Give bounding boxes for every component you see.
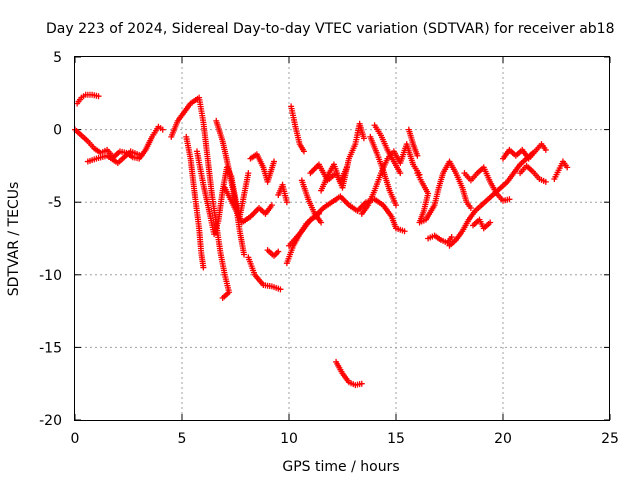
series-segment [333, 358, 365, 389]
series-segment [288, 103, 307, 155]
series-segment [371, 122, 404, 177]
x-tick-label: 25 [601, 431, 619, 447]
y-tick-label: 0 [53, 123, 62, 139]
data-point [200, 264, 207, 271]
data-point [506, 196, 513, 203]
data-points [72, 91, 571, 389]
y-tick-labels: 5 0 -5 -10 -15 -20 [39, 50, 62, 429]
y-tick-label: -15 [39, 340, 62, 356]
data-point [219, 295, 226, 302]
data-point [138, 152, 145, 159]
x-tick-label: 15 [387, 431, 405, 447]
y-tick-label: -5 [48, 195, 62, 211]
data-point [542, 146, 549, 153]
data-point [397, 170, 404, 177]
data-point [318, 219, 325, 226]
series-segment [405, 126, 421, 159]
chart-title: Day 223 of 2024, Sidereal Day-to-day VTE… [46, 21, 615, 37]
grid [75, 57, 610, 420]
data-point [241, 251, 248, 258]
data-point [448, 234, 455, 241]
plot-frame [74, 56, 610, 421]
series-segment [286, 210, 322, 249]
series-segment [367, 133, 399, 209]
axis-ticks [74, 56, 611, 421]
series-segment [461, 164, 513, 204]
data-point [159, 126, 166, 133]
y-tick-label: 5 [53, 50, 62, 66]
data-point [564, 164, 571, 171]
series-segment [183, 133, 207, 271]
data-point [283, 199, 290, 206]
series-segment [168, 94, 233, 302]
series-segment [245, 254, 284, 293]
y-tick-label: -20 [39, 413, 62, 429]
data-point [95, 93, 102, 100]
series-segment [470, 216, 494, 232]
data-point [467, 205, 474, 212]
data-point [315, 210, 322, 217]
x-tick-label: 0 [71, 431, 80, 447]
data-point [358, 380, 365, 387]
data-point [542, 178, 549, 185]
series-segment [425, 232, 455, 246]
series-segment [84, 148, 145, 166]
data-point [268, 202, 275, 209]
data-point [245, 170, 252, 177]
series-segment [414, 158, 474, 226]
data-point [393, 202, 399, 209]
series-segment [193, 148, 252, 238]
series-segment [358, 141, 423, 217]
x-tick-label: 5 [178, 431, 187, 447]
series-segment [221, 184, 275, 226]
series-segment [283, 193, 378, 267]
data-point [277, 286, 284, 293]
x-tick-labels: 0 5 10 15 20 25 [71, 431, 619, 447]
data-point [401, 228, 408, 235]
data-point [487, 219, 494, 226]
data-point [300, 148, 307, 155]
data-point [360, 135, 367, 142]
series-segment [318, 161, 350, 194]
series-segment [264, 247, 282, 259]
series-segment [500, 141, 549, 162]
series-segment [446, 149, 536, 249]
data-point [414, 152, 421, 159]
series-segment [551, 158, 571, 182]
series-segment [74, 91, 102, 107]
data-point [343, 164, 350, 171]
series-segment [517, 162, 549, 185]
data-point [271, 158, 278, 165]
series-segment [371, 196, 408, 235]
x-tick-label: 20 [494, 431, 512, 447]
y-axis-label: SDTVAR / TECUs [6, 182, 22, 297]
x-tick-label: 10 [280, 431, 298, 447]
x-axis-label: GPS time / hours [282, 459, 399, 475]
series-segment [247, 151, 278, 185]
y-tick-label: -10 [39, 268, 62, 284]
series-segment [275, 181, 290, 206]
data-point [275, 248, 282, 255]
